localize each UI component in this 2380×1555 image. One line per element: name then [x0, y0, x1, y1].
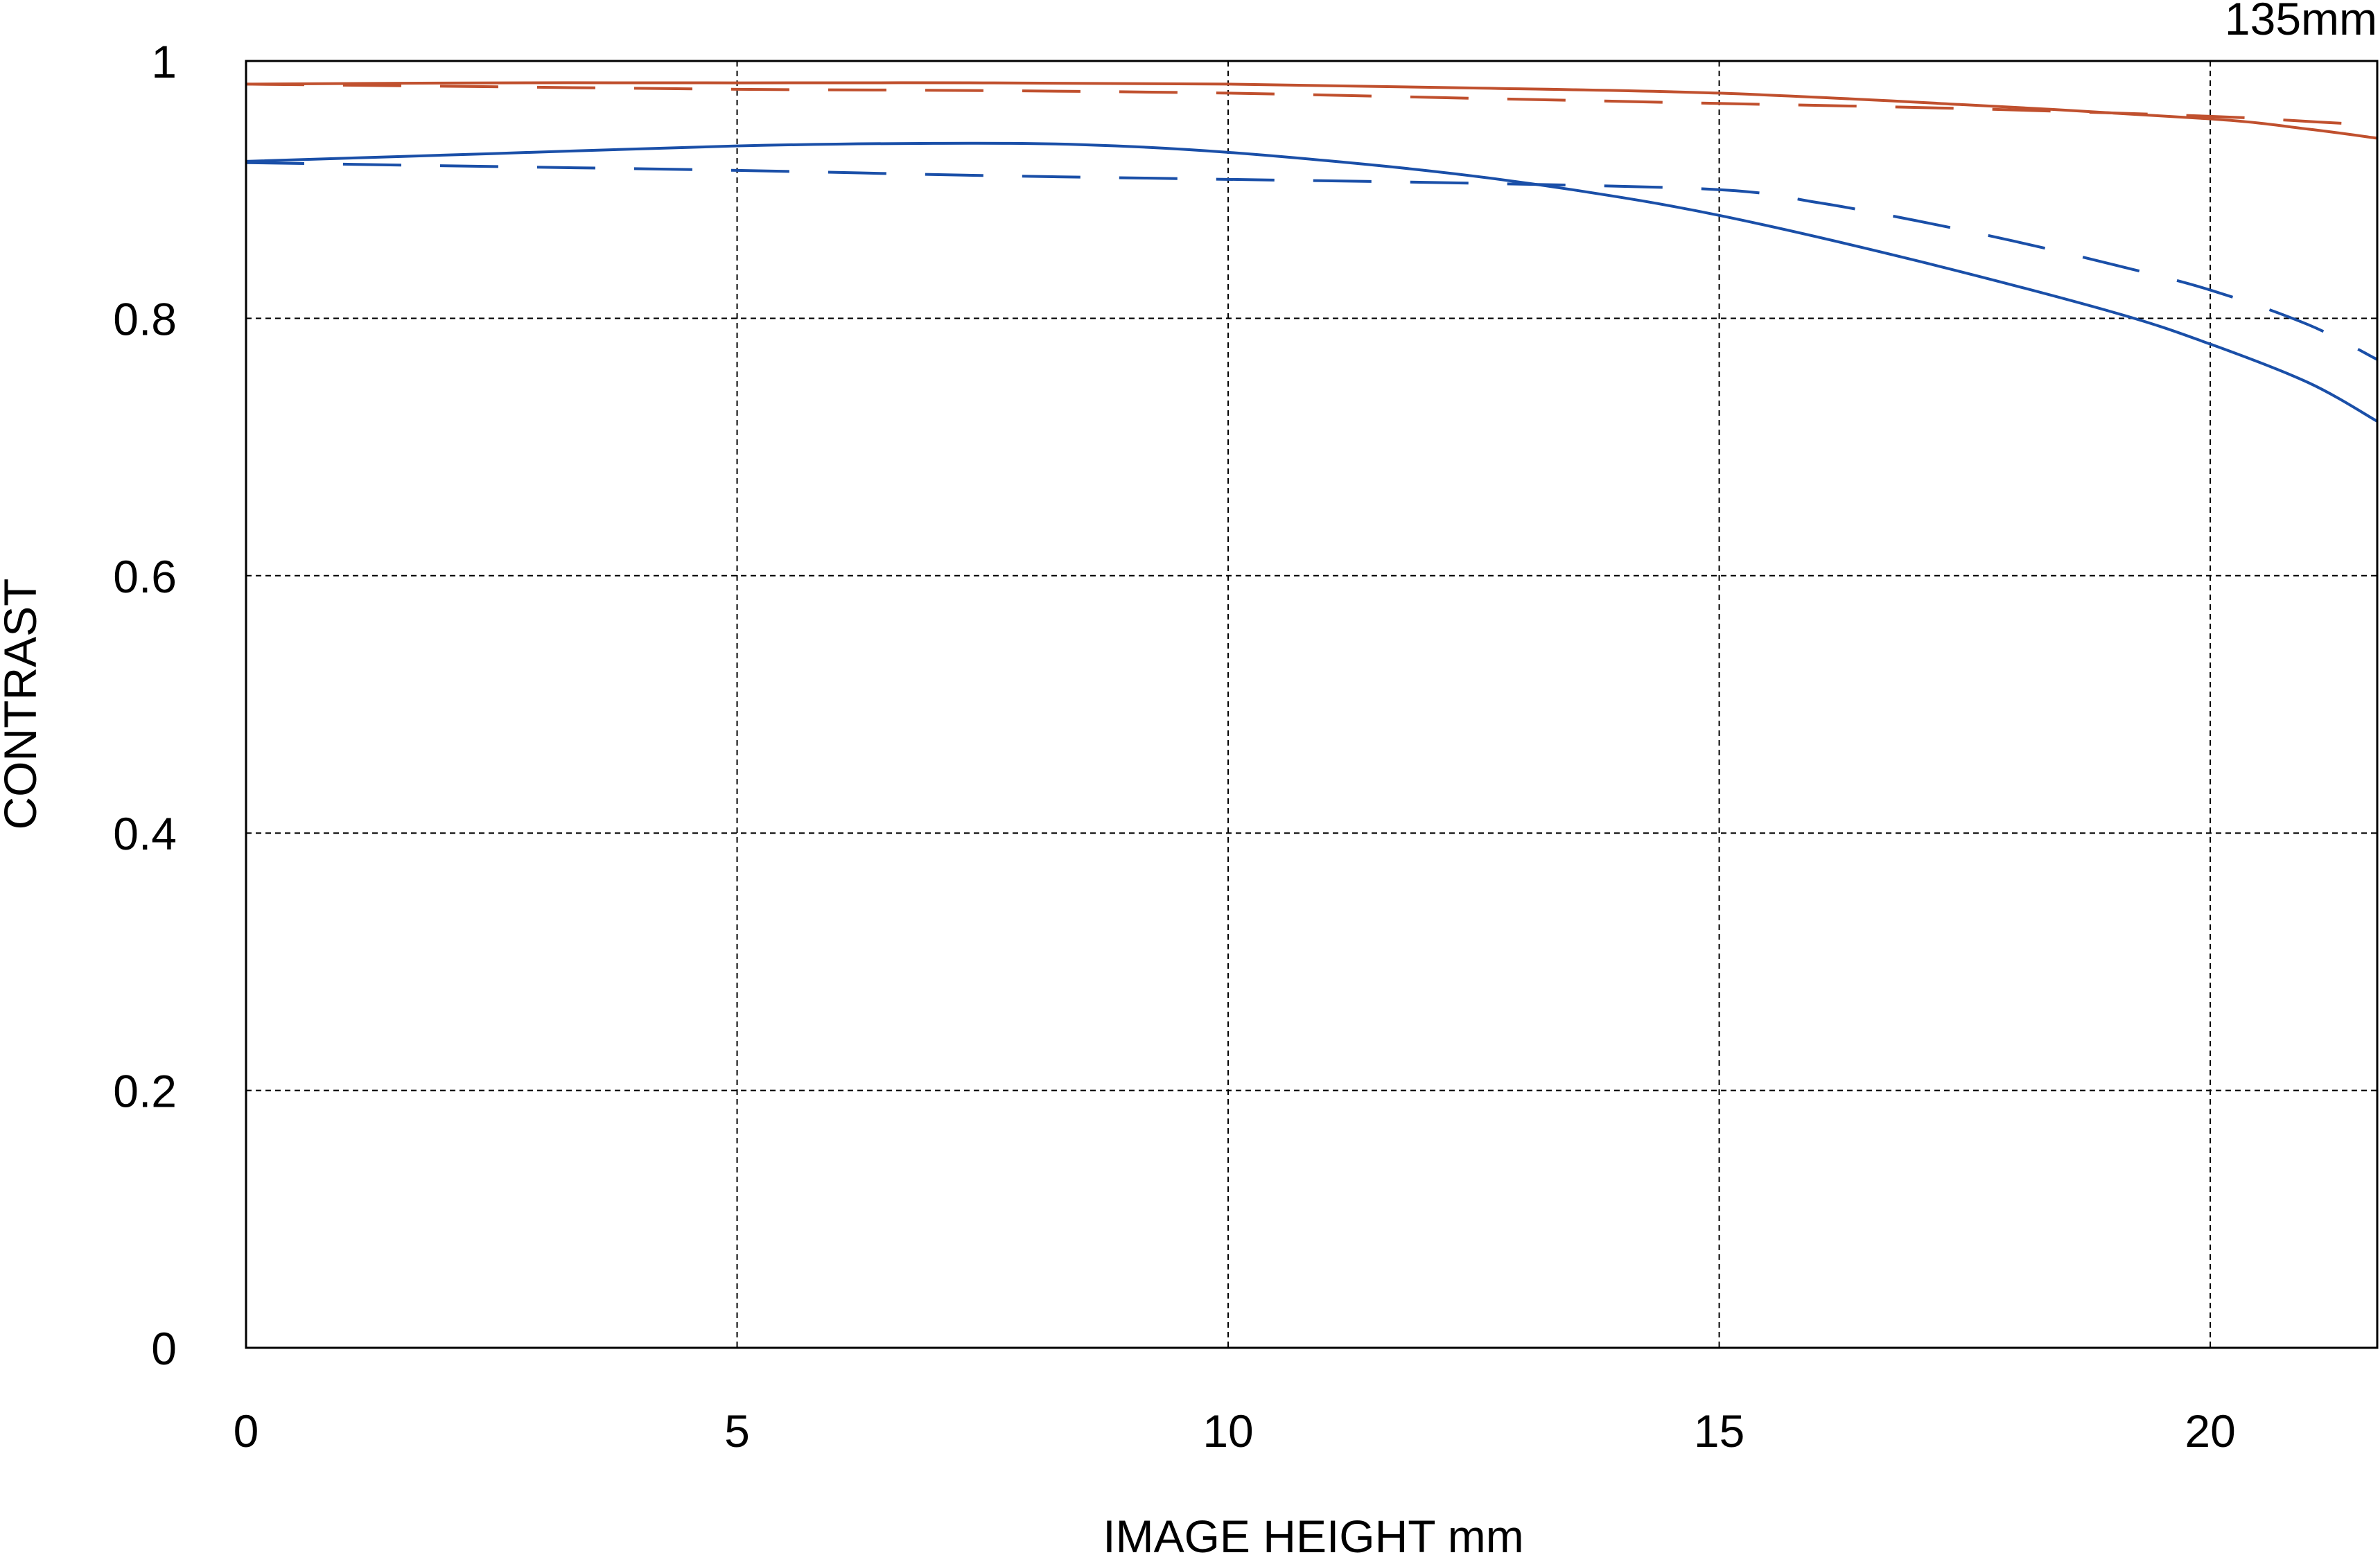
x-tick-label: 20 — [2185, 1405, 2235, 1457]
y-axis-label: CONTRAST — [0, 579, 46, 830]
series-line-solid — [245, 141, 2378, 423]
tick-labels: 0 5 10 15 20 0 0.2 0.4 0.6 0.8 1 — [113, 36, 2236, 1457]
y-tick-label: 0.6 — [113, 551, 177, 602]
x-tick-label: 5 — [724, 1405, 750, 1457]
y-tick-label: 0.2 — [113, 1066, 177, 1117]
plot-frame — [245, 60, 2379, 1349]
chart-title: 135mm — [2225, 0, 2377, 44]
y-tick-label: 0.8 — [113, 293, 177, 344]
series-line-dashed — [245, 161, 2378, 361]
series-group — [245, 81, 2378, 423]
x-tick-label: 10 — [1202, 1405, 1253, 1457]
y-tick-label: 0 — [151, 1323, 177, 1374]
y-tick-label: 0.4 — [113, 808, 177, 859]
x-tick-label: 15 — [1694, 1405, 1744, 1457]
x-axis-label: IMAGE HEIGHT mm — [1103, 1511, 1523, 1555]
series-line-dashed — [245, 82, 2378, 127]
series-line-solid — [245, 81, 2378, 140]
x-tick-label: 0 — [234, 1405, 259, 1457]
y-tick-label: 1 — [151, 36, 177, 87]
grid — [246, 61, 2377, 1348]
